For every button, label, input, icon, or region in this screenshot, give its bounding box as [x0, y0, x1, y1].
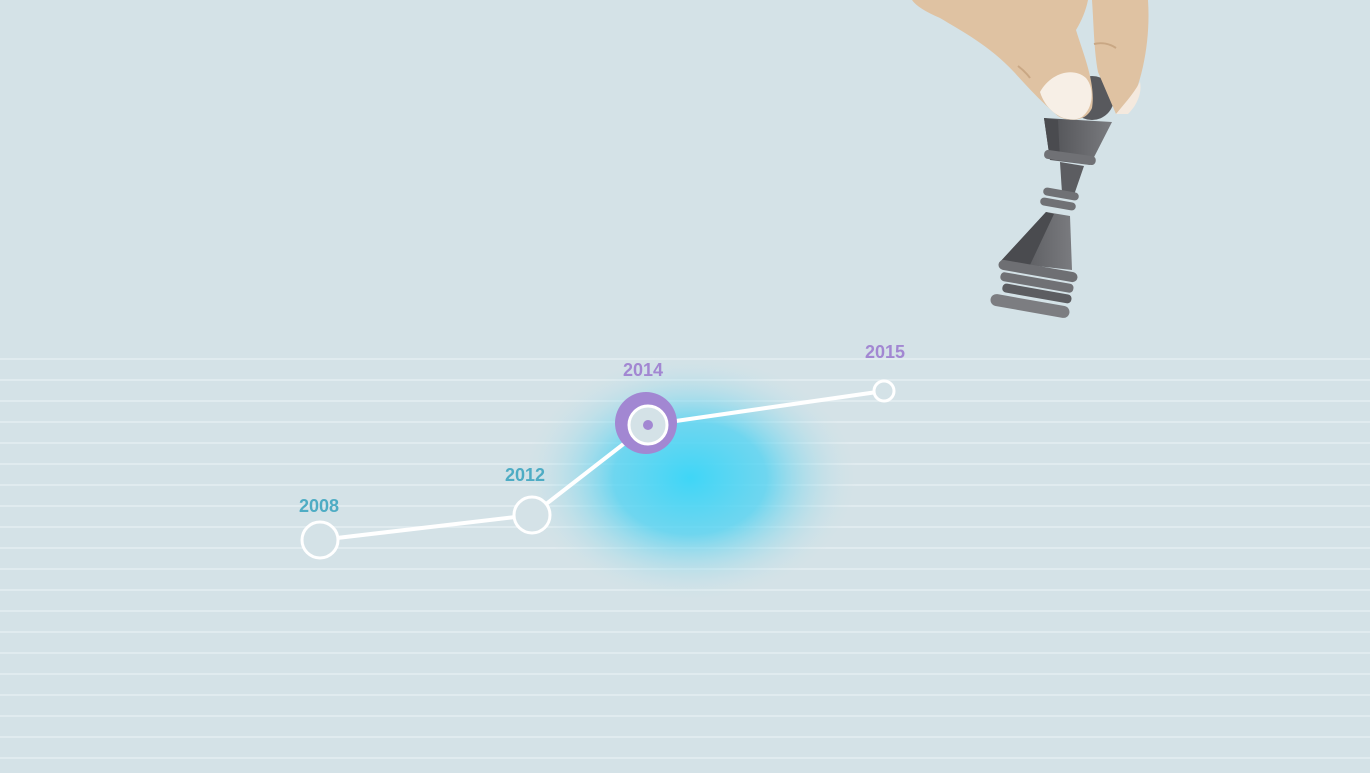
timeline-year-label: 2015: [865, 342, 905, 362]
timeline-year-label: 2008: [299, 496, 339, 516]
timeline-points: 2008 2012 2014 2015: [299, 342, 905, 560]
hand-holding-chess-king-icon: [912, 0, 1149, 318]
background-stripe: [0, 736, 1370, 738]
timeline-point-2012[interactable]: 2012: [505, 465, 552, 535]
timeline-line: [319, 389, 885, 542]
highlight-center-dot: [643, 420, 653, 430]
chess-king-icon: [990, 76, 1114, 318]
background-stripe: [0, 757, 1370, 759]
background-stripe: [0, 715, 1370, 717]
timeline-point-2015[interactable]: 2015: [865, 342, 905, 403]
timeline-year-label: 2012: [505, 465, 545, 485]
timeline-point-2008[interactable]: 2008: [299, 496, 340, 560]
timeline-node[interactable]: [512, 495, 552, 535]
background-stripe: [0, 631, 1370, 633]
background-stripe: [0, 673, 1370, 675]
timeline-year-label: 2014: [623, 360, 663, 380]
timeline-node[interactable]: [872, 379, 896, 403]
timeline-point-2014[interactable]: 2014: [615, 360, 677, 454]
background-stripe: [0, 610, 1370, 612]
background-stripe: [0, 694, 1370, 696]
hand-icon: [912, 0, 1149, 120]
background-stripe: [0, 652, 1370, 654]
highlight-glow: [520, 353, 860, 603]
timeline-node[interactable]: [300, 520, 340, 560]
